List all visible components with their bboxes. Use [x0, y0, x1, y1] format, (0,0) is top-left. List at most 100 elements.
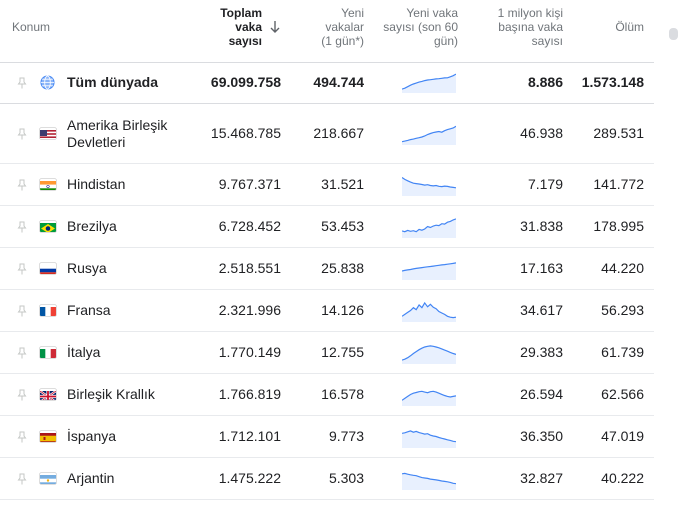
cases-per-million: 36.350 [520, 428, 563, 444]
table-row[interactable]: İspanya 1.712.101 9.773 36.350 47.019 [0, 416, 654, 458]
table-row[interactable]: Birleşik Krallık 1.766.819 16.578 26.594… [0, 374, 654, 416]
sparkline-area [402, 390, 456, 406]
flag-es-icon [40, 431, 56, 442]
deaths: 44.220 [601, 260, 644, 276]
location-name[interactable]: Brezilya [67, 218, 117, 234]
location-name: Tüm dünyada [67, 74, 159, 90]
sparkline-line [402, 261, 456, 272]
total-cases: 1.770.149 [218, 344, 281, 360]
trend-sparkline [402, 73, 456, 93]
location-name[interactable]: Birleşik Krallık [67, 386, 155, 402]
deaths: 61.739 [601, 344, 644, 360]
location-name[interactable]: Amerika Birleşik Devletleri [67, 116, 168, 150]
header-new-cases[interactable]: Yeni vakalar (1 gün*) [321, 6, 364, 48]
table-row[interactable]: Hindistan 9.767.371 31.521 7.179 141.772 [0, 164, 654, 206]
location-name[interactable]: Hindistan [67, 176, 126, 192]
cases-per-million: 46.938 [520, 125, 563, 141]
total-cases: 2.321.996 [218, 302, 281, 318]
new-cases: 218.667 [313, 125, 364, 141]
header-total-cases[interactable]: Toplam vaka sayısı [220, 6, 262, 48]
deaths: 178.995 [593, 218, 644, 234]
deaths: 1.573.148 [581, 74, 644, 90]
sparkline-line [402, 176, 456, 188]
table-row[interactable]: Fransa 2.321.996 14.126 34.617 56.293 [0, 290, 654, 332]
table-row[interactable]: Brezilya 6.728.452 53.453 31.838 178.995 [0, 206, 654, 248]
flag-br-icon [40, 221, 56, 232]
globe-icon [40, 75, 55, 90]
pin-icon[interactable] [17, 347, 27, 359]
sparkline-line [402, 73, 456, 90]
pin-icon[interactable] [17, 263, 27, 275]
pin-icon[interactable] [17, 431, 27, 443]
location-name[interactable]: Arjantin [67, 470, 115, 486]
sparkline-line [402, 390, 456, 401]
table-row[interactable]: İtalya 1.770.149 12.755 29.383 61.739 [0, 332, 654, 374]
table-row-world[interactable]: Tüm dünyada 69.099.758 494.744 8.886 1.5… [0, 63, 654, 104]
sparkline-area [402, 125, 456, 145]
trend-sparkline [402, 217, 456, 238]
new-cases: 14.126 [321, 302, 364, 318]
pin-icon[interactable] [17, 389, 27, 401]
new-cases: 9.773 [328, 428, 364, 444]
deaths: 141.772 [593, 176, 644, 192]
table-row[interactable]: Arjantin 1.475.222 5.303 32.827 40.222 [0, 458, 654, 500]
total-cases: 1.475.222 [218, 470, 281, 486]
pin-icon[interactable] [17, 128, 27, 140]
pin-icon[interactable] [17, 179, 27, 191]
sparkline-area [402, 472, 456, 490]
header-location[interactable]: Konum [12, 20, 51, 34]
cases-per-million: 32.827 [520, 470, 563, 486]
trend-sparkline [402, 472, 456, 490]
sparkline-line [402, 217, 456, 232]
sparkline-line [402, 429, 456, 442]
total-cases: 15.468.785 [210, 125, 281, 141]
table-row[interactable]: Amerika Birleşik Devletleri 15.468.785 21… [0, 104, 654, 164]
trend-sparkline [402, 390, 456, 406]
arrow-down-icon[interactable] [269, 20, 281, 34]
location-name[interactable]: Fransa [67, 302, 111, 318]
pin-icon[interactable] [17, 221, 27, 233]
table-row[interactable]: Rusya 2.518.551 25.838 17.163 44.220 [0, 248, 654, 290]
total-cases: 69.099.758 [210, 74, 281, 90]
sparkline-area [402, 177, 456, 196]
sparkline-area [402, 218, 456, 238]
cases-per-million: 34.617 [520, 302, 563, 318]
total-cases: 1.766.819 [218, 386, 281, 402]
location-name[interactable]: İspanya [67, 428, 117, 444]
sparkline-area [402, 345, 456, 364]
sparkline-area [402, 74, 456, 93]
sparkline-line [402, 301, 456, 318]
new-cases: 5.303 [328, 470, 364, 486]
flag-fr-icon [40, 305, 56, 316]
sparkline-line [402, 344, 456, 361]
cases-per-million: 31.838 [520, 218, 563, 234]
header-per-million[interactable]: 1 milyon kişi başına vaka sayısı [497, 6, 563, 48]
new-cases: 16.578 [321, 386, 364, 402]
flag-in-icon [40, 179, 56, 190]
header-new-cases-60[interactable]: Yeni vaka sayısı (son 60 gün) [383, 6, 458, 48]
sparkline-area [402, 430, 456, 448]
new-cases: 31.521 [321, 176, 364, 192]
covid-cases-table: Konum Toplam vaka sayısı Yeni vakalar (1 gün… [0, 6, 654, 500]
location-name[interactable]: İtalya [67, 344, 101, 360]
flag-us-icon [40, 128, 56, 139]
scrollbar-thumb[interactable] [669, 28, 678, 40]
cases-per-million: 7.179 [527, 176, 563, 192]
flag-ar-icon [40, 473, 56, 484]
flag-gb-icon [40, 389, 56, 400]
total-cases: 9.767.371 [218, 176, 281, 192]
total-cases: 6.728.452 [218, 218, 281, 234]
pin-icon[interactable] [17, 473, 27, 485]
sparkline-area [402, 302, 456, 322]
flag-it-icon [40, 347, 56, 358]
pin-icon[interactable] [17, 77, 27, 89]
header-deaths[interactable]: Ölüm [615, 20, 644, 34]
deaths: 47.019 [601, 428, 644, 444]
pin-icon[interactable] [17, 305, 27, 317]
deaths: 56.293 [601, 302, 644, 318]
trend-sparkline [402, 344, 456, 364]
location-name[interactable]: Rusya [67, 260, 107, 276]
cases-per-million: 26.594 [520, 386, 563, 402]
cases-per-million: 8.886 [527, 74, 563, 90]
total-cases: 2.518.551 [218, 260, 281, 276]
